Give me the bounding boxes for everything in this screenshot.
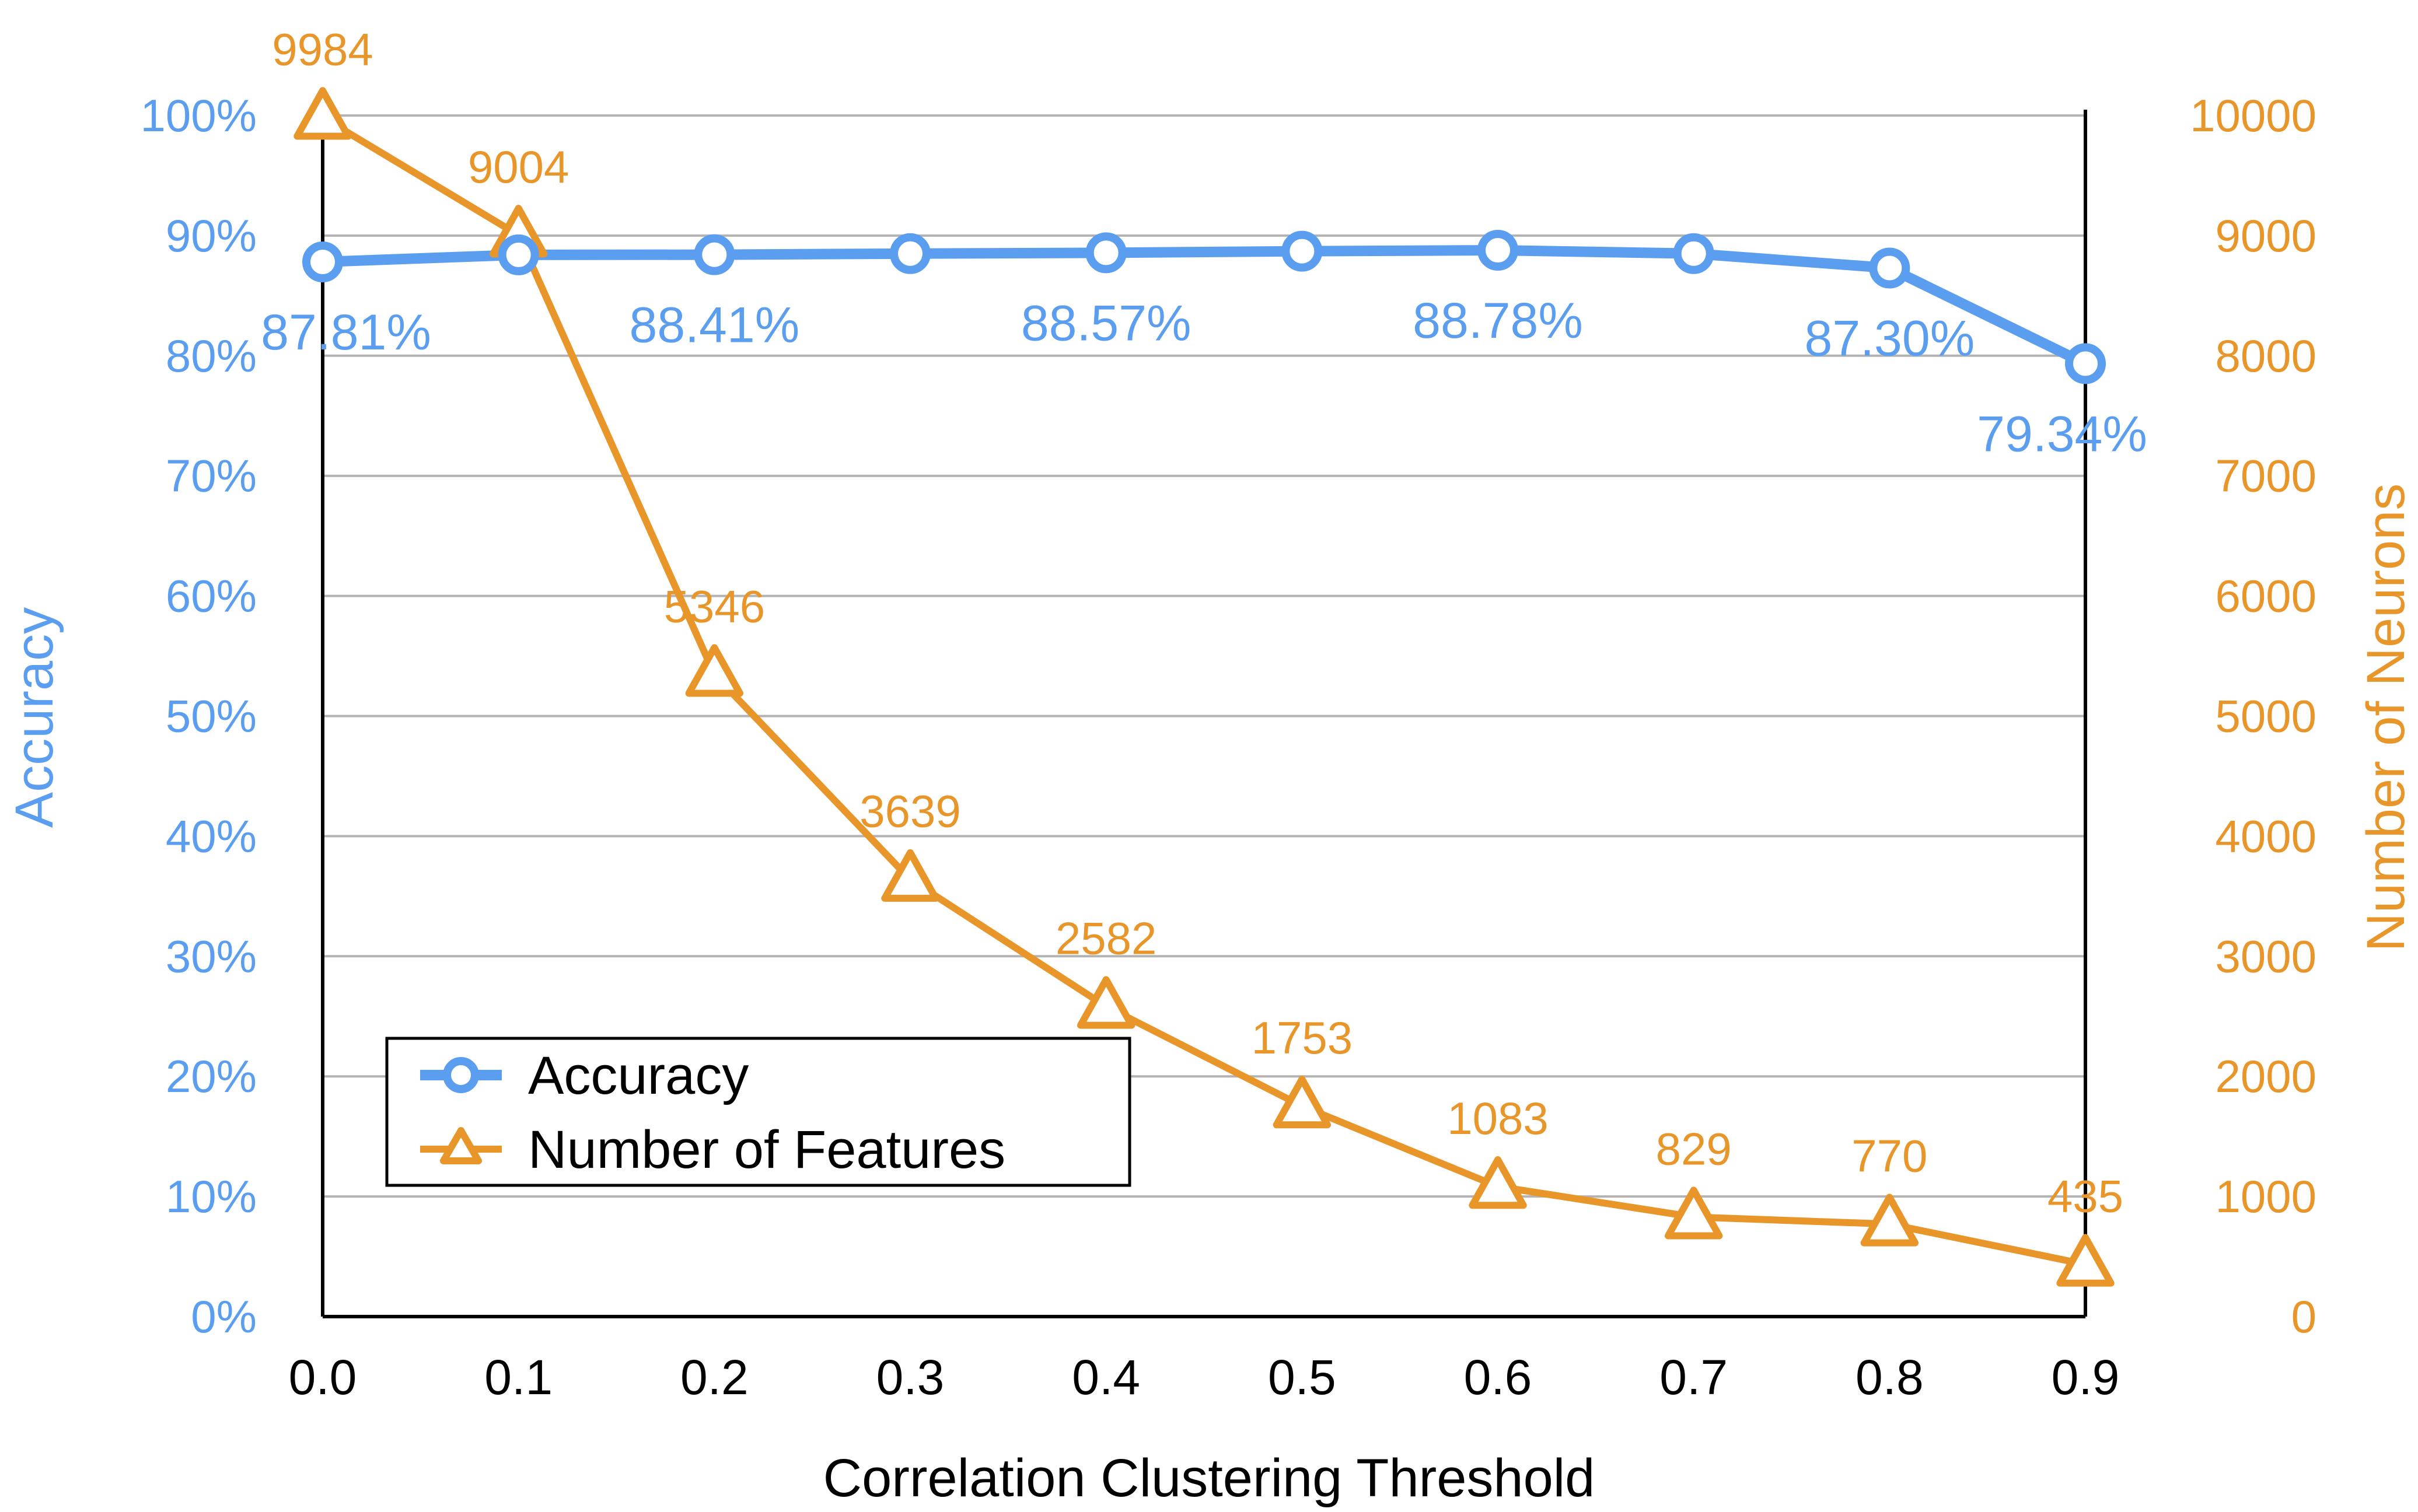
features-point	[1273, 1076, 1332, 1129]
features-data-label: 5346	[664, 580, 766, 632]
features-data-label: 3639	[859, 786, 961, 837]
x-tick-label: 0.8	[1856, 1350, 1924, 1405]
y2-tick-label: 9000	[2215, 210, 2316, 261]
features-data-label: 829	[1656, 1123, 1732, 1174]
tick-labels: 0% 10% 20% 30% 40% 50% 60% 70% 80% 90% 100% 0 1000 20…	[141, 90, 2317, 1405]
features-data-label: 435	[2047, 1170, 2123, 1222]
features-data-label: 9004	[468, 141, 569, 192]
accuracy-point	[302, 241, 343, 282]
accuracy-point	[1477, 230, 1518, 271]
y-tick-label: 30%	[166, 930, 257, 982]
y-tick-label: 90%	[166, 210, 257, 261]
legend-box	[385, 1037, 1131, 1187]
features-point	[881, 849, 939, 902]
y-tick-label: 100%	[141, 90, 257, 141]
accuracy-data-label: 87.30%	[1804, 310, 1975, 366]
features-data-label: 1753	[1252, 1012, 1353, 1063]
features-line	[320, 114, 2087, 1268]
y2-tick-label: 2000	[2215, 1051, 2316, 1102]
gridlines	[323, 114, 2085, 1198]
x-tick-label: 0.1	[484, 1350, 553, 1405]
features-data-label: 1083	[1447, 1093, 1549, 1144]
data-labels: 9984 9004 5346 3639 2582 1753 1083 829 770 435 87.…	[261, 23, 2147, 1222]
legend-features-label: Number of Features	[528, 1120, 1005, 1180]
accuracy-line	[322, 245, 2088, 369]
accuracy-point	[890, 233, 931, 274]
x-tick-label: 0.0	[289, 1350, 357, 1405]
features-data-label: 2582	[1056, 912, 1157, 964]
series	[293, 87, 2115, 1287]
accuracy-point	[1281, 230, 1323, 272]
legend-features-marker	[440, 1127, 482, 1164]
y-tick-label: 60%	[166, 570, 257, 622]
y2-tick-label: 5000	[2215, 691, 2316, 742]
features-point	[1077, 976, 1135, 1029]
y-tick-label: 70%	[166, 450, 257, 502]
x-tick-label: 0.7	[1659, 1350, 1728, 1405]
accuracy-data-label: 79.34%	[1977, 406, 2147, 462]
y2-tick-label: 7000	[2215, 450, 2316, 502]
y-tick-label: 0%	[191, 1291, 257, 1342]
x-axis-title: Correlation Clustering Threshold	[823, 1448, 1595, 1508]
y2-tick-label: 6000	[2215, 570, 2316, 622]
accuracy-point	[2065, 343, 2106, 384]
x-tick-label: 0.5	[1268, 1350, 1336, 1405]
features-point	[293, 87, 352, 140]
y2-tick-label: 0	[2291, 1291, 2316, 1342]
accuracy-data-label: 87.81%	[261, 304, 431, 360]
features-data-label: 9984	[272, 23, 373, 75]
accuracy-point	[694, 234, 735, 275]
y2-tick-label: 10000	[2190, 90, 2316, 141]
x-tick-label: 0.2	[680, 1350, 749, 1405]
features-point	[1469, 1156, 1527, 1209]
accuracy-point	[1085, 232, 1127, 274]
features-point	[685, 644, 744, 697]
features-point	[1860, 1194, 1919, 1247]
y-tick-label: 10%	[166, 1171, 257, 1222]
features-point	[1664, 1186, 1723, 1240]
features-data-label: 770	[1851, 1130, 1927, 1181]
y2-tick-label: 8000	[2215, 330, 2316, 382]
accuracy-point	[1869, 247, 1910, 289]
y2-tick-label: 1000	[2215, 1171, 2316, 1222]
y2-tick-label: 3000	[2215, 930, 2316, 982]
y-tick-label: 40%	[166, 810, 257, 862]
accuracy-data-label: 88.41%	[629, 298, 799, 354]
accuracy-point	[498, 234, 539, 275]
x-tick-label: 0.9	[2052, 1350, 2120, 1405]
y-tick-label: 80%	[166, 330, 257, 382]
x-tick-label: 0.3	[876, 1350, 945, 1405]
accuracy-data-label: 88.57%	[1021, 295, 1191, 351]
accuracy-point	[1673, 233, 1714, 274]
y2-axis-title: Number of Neurons	[2356, 484, 2416, 952]
x-tick-label: 0.6	[1464, 1350, 1532, 1405]
accuracy-data-label: 88.78%	[1413, 293, 1583, 349]
features-point	[2056, 1234, 2115, 1287]
y-axis-title: Accuracy	[5, 607, 64, 828]
y-tick-label: 50%	[166, 691, 257, 742]
x-tick-label: 0.4	[1072, 1350, 1140, 1405]
legend-accuracy-label: Accuracy	[528, 1046, 749, 1105]
legend-accuracy-marker	[443, 1057, 479, 1093]
y-tick-label: 20%	[166, 1051, 257, 1102]
axes	[321, 110, 2087, 1318]
y2-tick-label: 4000	[2215, 810, 2316, 862]
legend: Accuracy Number of Features	[385, 1037, 1131, 1187]
